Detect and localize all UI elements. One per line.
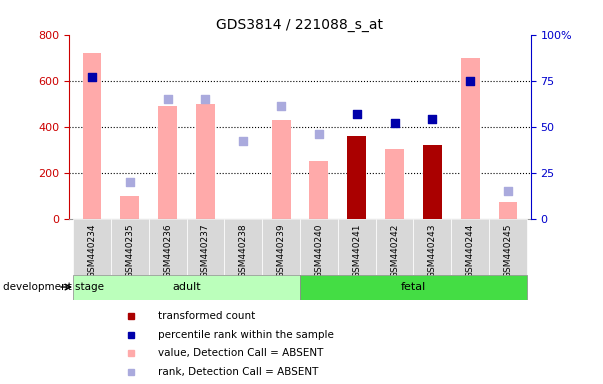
Point (352, 111, 362, 117)
Bar (271, 120, 291, 219)
Bar (451, 219, 489, 275)
Bar (73, 219, 111, 275)
Text: GSM440236: GSM440236 (163, 223, 172, 278)
Point (466, 78, 475, 84)
Bar (158, 106, 177, 219)
Text: GSM440244: GSM440244 (466, 223, 475, 278)
Bar (489, 219, 527, 275)
Bar (300, 219, 338, 275)
Bar (423, 145, 442, 219)
Text: fetal: fetal (401, 282, 426, 292)
Text: GSM440240: GSM440240 (314, 223, 323, 278)
Bar (186, 219, 224, 275)
Point (314, 131, 324, 137)
Bar (385, 149, 404, 219)
Bar (376, 219, 414, 275)
Bar (83, 53, 101, 219)
Text: value, Detection Call = ABSENT: value, Detection Call = ABSENT (158, 348, 323, 358)
Bar (338, 219, 376, 275)
Text: transformed count: transformed count (158, 311, 255, 321)
Point (276, 103, 286, 109)
Point (125, 179, 134, 185)
Point (201, 96, 210, 102)
Title: GDS3814 / 221088_s_at: GDS3814 / 221088_s_at (216, 18, 384, 32)
Point (163, 96, 172, 102)
Point (238, 138, 248, 144)
Text: rank, Detection Call = ABSENT: rank, Detection Call = ABSENT (158, 367, 318, 377)
Point (87, 74, 97, 80)
Bar (347, 136, 366, 219)
Text: GSM440242: GSM440242 (390, 223, 399, 278)
Point (428, 116, 437, 122)
Text: GSM440241: GSM440241 (352, 223, 361, 278)
Text: adult: adult (172, 282, 201, 292)
Point (390, 120, 399, 126)
Bar (196, 104, 215, 219)
Bar (499, 202, 517, 219)
Bar (111, 219, 149, 275)
Bar (461, 58, 479, 219)
Text: development stage: development stage (3, 282, 104, 292)
Text: GSM440235: GSM440235 (125, 223, 134, 278)
Bar (414, 219, 451, 275)
Text: GSM440243: GSM440243 (428, 223, 437, 278)
Text: GSM440238: GSM440238 (239, 223, 248, 278)
Bar (224, 219, 262, 275)
Bar (73, 275, 300, 300)
Bar (300, 275, 527, 300)
Bar (309, 161, 329, 219)
Bar (149, 219, 186, 275)
Text: GSM440239: GSM440239 (277, 223, 286, 278)
Point (503, 188, 513, 194)
Text: percentile rank within the sample: percentile rank within the sample (158, 330, 334, 340)
Bar (121, 196, 139, 219)
Bar (262, 219, 300, 275)
Text: GSM440234: GSM440234 (87, 223, 96, 278)
Text: GSM440245: GSM440245 (504, 223, 513, 278)
Text: GSM440237: GSM440237 (201, 223, 210, 278)
